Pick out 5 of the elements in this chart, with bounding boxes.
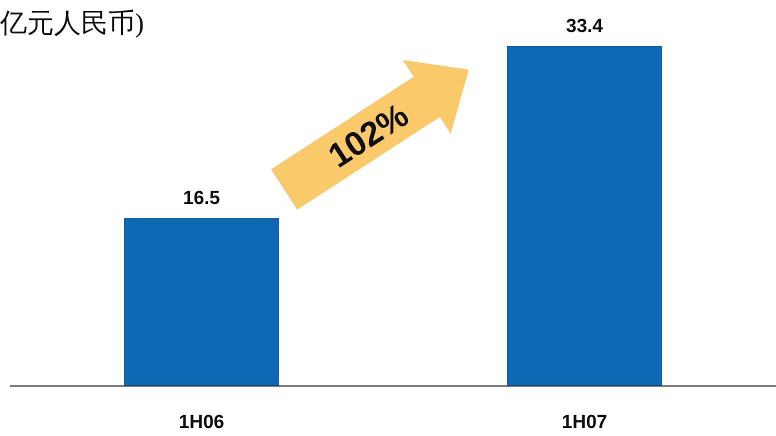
x-tick-label: 1H07 [562,412,608,433]
data-label: 16.5 [183,188,220,210]
chart-title: 亿元人民币) [0,8,144,38]
data-label: 33.4 [566,16,604,37]
x-tick-label: 1H06 [178,412,224,433]
